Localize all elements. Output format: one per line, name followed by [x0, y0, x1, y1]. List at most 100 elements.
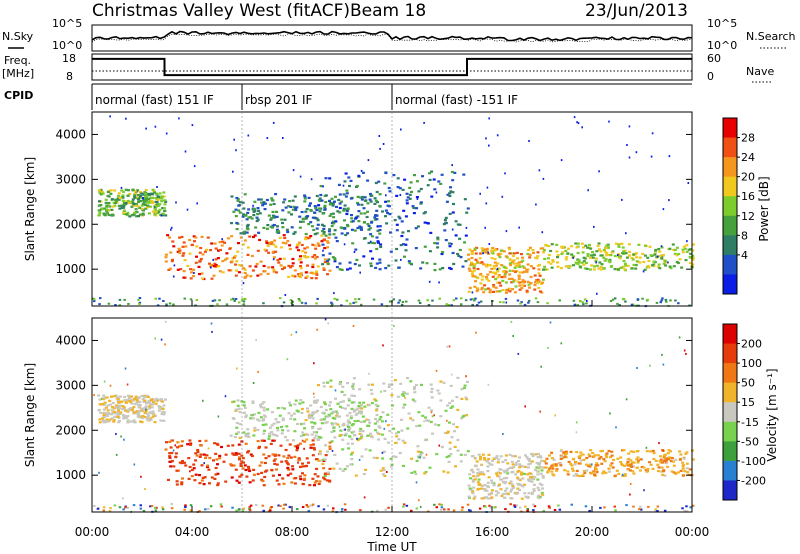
noise-cell	[662, 449, 664, 452]
echo-cell	[219, 248, 222, 252]
echo-cell	[540, 491, 544, 494]
echo-cell	[320, 422, 324, 425]
echo-cell	[157, 197, 161, 200]
echo-cell	[448, 447, 452, 450]
echo-cell	[272, 459, 276, 462]
echo-cell	[586, 253, 590, 256]
echo-cell	[213, 442, 217, 445]
echo-cell	[360, 203, 364, 206]
echo-cell	[103, 411, 107, 414]
echo-cell	[507, 277, 511, 280]
echo-cell	[439, 380, 443, 383]
echo-cell	[623, 262, 627, 265]
echo-cell	[321, 458, 325, 461]
echo-cell	[451, 405, 455, 408]
echo-cell	[232, 210, 236, 213]
echo-cell	[301, 465, 305, 468]
echo-cell	[548, 467, 552, 470]
time-axis-label: Time UT	[366, 540, 417, 554]
echo-cell	[474, 464, 478, 468]
echo-cell	[562, 451, 566, 454]
echo-cell	[332, 410, 336, 413]
echo-cell	[494, 456, 498, 460]
echo-cell	[304, 251, 308, 254]
echo-cell	[218, 270, 222, 273]
noise-cell	[635, 151, 638, 154]
echo-cell	[556, 265, 560, 268]
echo-cell	[521, 279, 525, 282]
echo-cell	[214, 247, 218, 250]
ground-cell	[518, 506, 522, 509]
echo-cell	[660, 257, 664, 260]
echo-cell	[574, 461, 578, 464]
echo-cell	[314, 458, 318, 461]
echo-cell	[398, 217, 402, 220]
echo-cell	[323, 206, 327, 209]
echo-cell	[351, 220, 355, 223]
echo-cell	[615, 469, 619, 472]
echo-cell	[641, 252, 645, 256]
echo-cell	[511, 484, 515, 487]
echo-cell	[309, 208, 313, 212]
echo-cell	[330, 224, 334, 228]
cpid-label: CPID	[4, 89, 33, 102]
echo-cell	[328, 479, 332, 482]
echo-cell	[395, 435, 399, 438]
noise-cell	[255, 338, 257, 341]
echo-cell	[244, 415, 248, 419]
echo-cell	[148, 405, 152, 408]
echo-cell	[311, 427, 315, 430]
echo-cell	[239, 462, 243, 465]
echo-cell	[242, 207, 246, 210]
echo-cell	[285, 461, 289, 464]
echo-cell	[451, 211, 455, 214]
echo-cell	[521, 465, 525, 468]
echo-cell	[368, 421, 372, 424]
echo-cell	[269, 218, 273, 221]
echo-cell	[376, 201, 379, 204]
echo-cell	[406, 377, 409, 380]
echo-cell	[541, 476, 545, 479]
noise-cell	[661, 353, 663, 356]
echo-cell	[461, 265, 465, 268]
ground-cell	[427, 304, 431, 306]
echo-cell	[597, 457, 601, 460]
echo-cell	[322, 268, 326, 271]
echo-cell	[194, 261, 198, 264]
echo-cell	[393, 219, 397, 222]
echo-cell	[632, 450, 636, 453]
echo-cell	[605, 452, 609, 455]
echo-cell	[158, 195, 162, 198]
echo-cell	[449, 406, 453, 409]
echo-cell	[609, 254, 613, 257]
echo-cell	[630, 256, 634, 260]
echo-cell	[366, 223, 370, 226]
noise-cell	[393, 325, 395, 327]
echo-cell	[294, 208, 298, 212]
echo-cell	[689, 261, 692, 265]
echo-cell	[575, 474, 579, 477]
ground-cell	[336, 298, 339, 301]
ground-cell	[301, 506, 305, 508]
echo-cell	[124, 415, 128, 418]
echo-cell	[497, 267, 501, 270]
echo-cell	[114, 201, 118, 205]
echo-cell	[649, 463, 653, 466]
echo-cell	[632, 461, 636, 464]
echo-cell	[457, 254, 461, 257]
echo-cell	[459, 460, 463, 463]
ground-cell	[322, 508, 326, 511]
ground-cell	[311, 503, 315, 506]
echo-cell	[291, 262, 295, 265]
echo-cell	[350, 217, 354, 220]
echo-cell	[253, 413, 256, 416]
echo-cell	[453, 171, 457, 174]
echo-cell	[318, 199, 322, 202]
echo-cell	[387, 200, 391, 203]
echo-cell	[595, 250, 599, 253]
echo-cell	[416, 225, 420, 228]
echo-cell	[363, 212, 367, 215]
echo-cell	[648, 450, 652, 453]
echo-cell	[490, 250, 494, 253]
ground-cell	[402, 505, 405, 508]
